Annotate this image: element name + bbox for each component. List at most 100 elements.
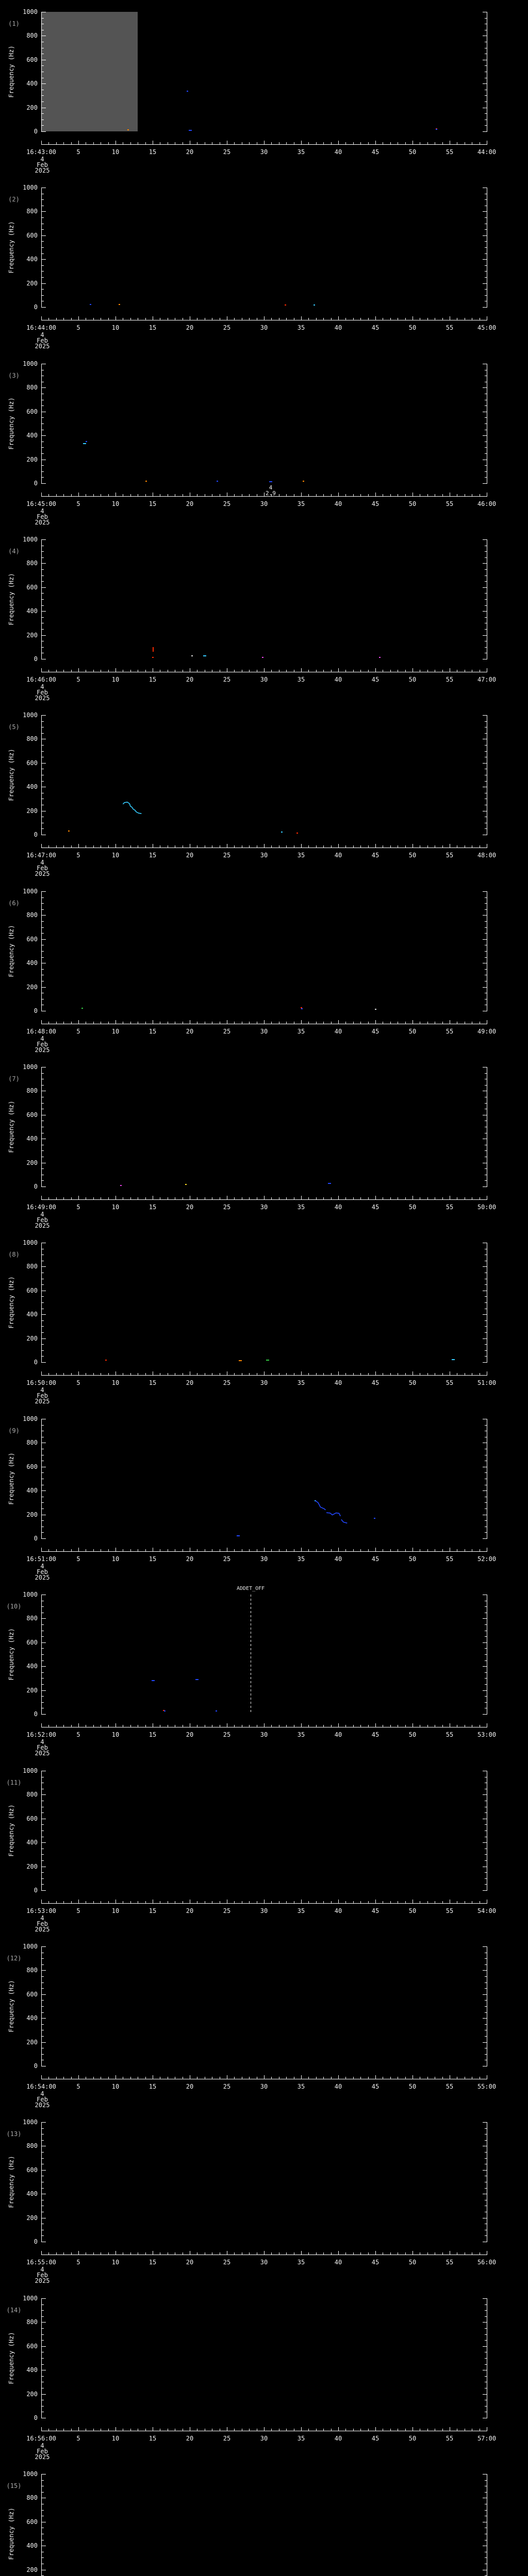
y-tick xyxy=(42,2000,44,2001)
x-tick-label: 20 xyxy=(186,1907,194,1914)
x-tick-label: 15 xyxy=(148,324,157,331)
y-tick xyxy=(42,1648,44,1649)
x-tick-label: 55 xyxy=(446,1204,454,1211)
x-tick-label: 55 xyxy=(446,2435,454,2442)
date-label: 2025 xyxy=(35,1222,50,1229)
x-tick xyxy=(368,318,369,320)
x-tick xyxy=(412,316,413,320)
x-tick xyxy=(301,1196,302,1199)
y-tick xyxy=(485,647,487,648)
x-tick xyxy=(249,494,250,496)
x-tick xyxy=(338,2251,339,2255)
y-tick xyxy=(42,1794,46,1795)
x-tick xyxy=(286,318,287,320)
x-tick-label: 30 xyxy=(260,1028,268,1035)
x-tick xyxy=(442,670,443,672)
y-tick xyxy=(42,1666,46,1667)
y-tick-label: 200 xyxy=(26,1511,38,1518)
x-tick xyxy=(145,1022,146,1024)
x-tick xyxy=(286,2252,287,2255)
x-tick-label: 55 xyxy=(446,676,454,683)
x-tick-label: 45 xyxy=(371,1028,380,1035)
y-tick xyxy=(485,2557,487,2558)
y-tick xyxy=(42,2018,46,2019)
y-tick xyxy=(485,581,487,582)
x-tick xyxy=(264,141,265,144)
y-tick-label: 1000 xyxy=(23,2470,38,2478)
detection-dot xyxy=(300,1007,302,1009)
y-tick-label: 400 xyxy=(26,2190,38,2198)
y-tick xyxy=(485,1084,487,1086)
x-tick xyxy=(71,142,72,144)
date-label: 2025 xyxy=(35,1926,50,1933)
x-tick-label: 10 xyxy=(111,1379,120,1386)
x-tick xyxy=(323,845,324,848)
x-tick xyxy=(63,494,64,496)
x-tick xyxy=(271,2077,272,2079)
y-tick xyxy=(485,1988,487,1989)
x-tick xyxy=(368,1725,369,1727)
detection-dot xyxy=(435,128,437,129)
x-tick xyxy=(368,2077,369,2079)
x-tick xyxy=(286,142,287,144)
x-tick-label: 30 xyxy=(260,1204,268,1211)
y-tick xyxy=(483,387,487,388)
y-tick xyxy=(42,235,46,236)
y-tick xyxy=(42,539,46,540)
y-tick xyxy=(42,581,44,582)
y-tick xyxy=(42,2128,44,2129)
y-tick xyxy=(485,551,487,552)
x-tick xyxy=(368,1373,369,1375)
x-tick xyxy=(63,318,64,320)
y-tick xyxy=(42,2346,46,2347)
x-end-time-label: 44:00 xyxy=(477,148,497,156)
x-tick-label: 15 xyxy=(148,2259,157,2266)
x-tick xyxy=(48,2429,50,2431)
panel-number: (6) xyxy=(8,900,20,907)
x-tick xyxy=(71,494,72,496)
x-tick xyxy=(345,1373,346,1375)
x-tick-label: 45 xyxy=(371,2083,380,2090)
x-tick xyxy=(427,1549,428,1551)
y-tick xyxy=(485,2128,487,2129)
detection-streak xyxy=(153,647,154,652)
x-tick xyxy=(375,141,376,144)
x-tick xyxy=(41,1020,42,1024)
x-tick-label: 40 xyxy=(334,1555,342,1563)
y-tick xyxy=(42,599,44,600)
x-tick xyxy=(63,670,64,672)
x-tick xyxy=(360,1549,361,1551)
y-tick xyxy=(485,417,487,418)
x-tick xyxy=(286,494,287,496)
y-tick xyxy=(483,131,487,132)
detection-trace-layer xyxy=(315,1500,348,1524)
detection-dash xyxy=(452,1359,455,1360)
y-tick-label: 200 xyxy=(26,1686,38,1694)
x-tick-label: 35 xyxy=(297,852,305,859)
x-tick xyxy=(56,2429,57,2431)
x-axis xyxy=(41,496,487,497)
date-label: 4 xyxy=(40,859,44,866)
x-tick xyxy=(234,1901,235,1903)
y-tick xyxy=(485,2340,487,2341)
y-tick xyxy=(485,2334,487,2335)
y-tick xyxy=(485,1624,487,1625)
x-tick-label: 20 xyxy=(186,1028,194,1035)
x-tick-label: 5 xyxy=(76,2435,80,2442)
y-tick xyxy=(485,957,487,958)
y-tick-label: 200 xyxy=(26,1159,38,1166)
x-tick xyxy=(331,2252,332,2255)
y-tick xyxy=(42,1332,44,1333)
x-tick xyxy=(338,1548,339,1551)
y-tick xyxy=(485,557,487,558)
y-tick xyxy=(485,2036,487,2037)
x-tick xyxy=(427,494,428,496)
y-tick xyxy=(485,247,487,248)
date-label: 4 xyxy=(40,1563,44,1570)
panel-number: (12) xyxy=(6,1955,22,1962)
x-tick xyxy=(308,2252,309,2255)
x-tick-label: 40 xyxy=(334,148,342,156)
x-tick xyxy=(308,494,309,496)
x-tick-label: 5 xyxy=(76,1028,80,1035)
